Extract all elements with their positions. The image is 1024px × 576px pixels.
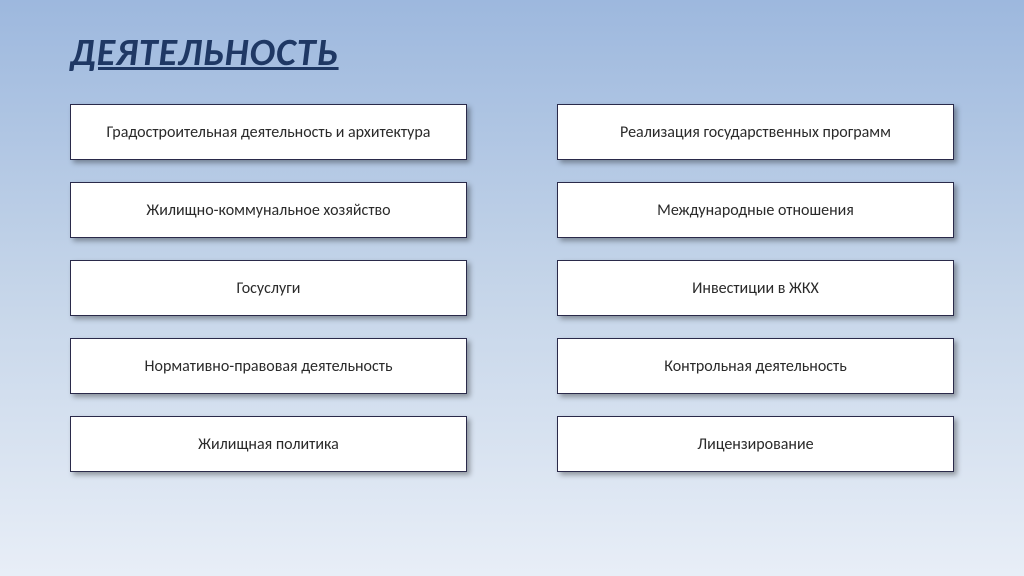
activity-box: Градостроительная деятельность и архитек… xyxy=(70,104,467,160)
activity-box: Госуслуги xyxy=(70,260,467,316)
activity-box: Реализация государственных программ xyxy=(557,104,954,160)
left-column: Градостроительная деятельность и архитек… xyxy=(70,104,467,472)
activity-box: Международные отношения xyxy=(557,182,954,238)
page-title: ДЕЯТЕЛЬНОСТЬ xyxy=(70,30,954,76)
content-grid: Градостроительная деятельность и архитек… xyxy=(70,104,954,472)
activity-box: Нормативно-правовая деятельность xyxy=(70,338,467,394)
activity-box: Инвестиции в ЖКХ xyxy=(557,260,954,316)
activity-box: Контрольная деятельность xyxy=(557,338,954,394)
activity-box: Жилищная политика xyxy=(70,416,467,472)
right-column: Реализация государственных программ Межд… xyxy=(557,104,954,472)
activity-box: Лицензирование xyxy=(557,416,954,472)
activity-box: Жилищно-коммунальное хозяйство xyxy=(70,182,467,238)
